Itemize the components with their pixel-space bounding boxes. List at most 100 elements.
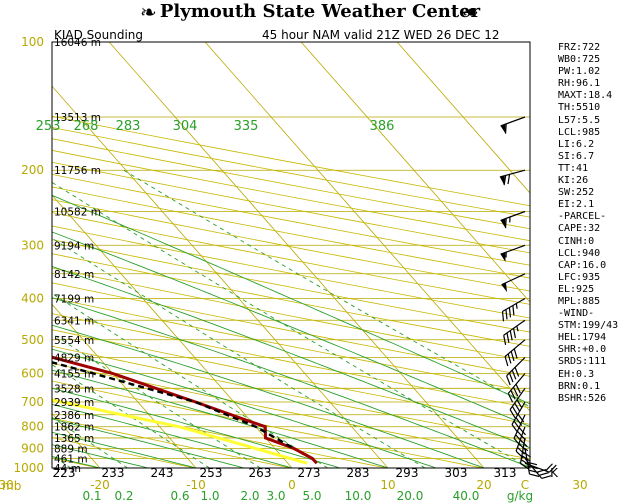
- moist-adiabat-line: [52, 403, 293, 468]
- mixing-ratio-line: [52, 332, 261, 468]
- temperature-tick-label: 30: [572, 478, 587, 492]
- height-label: 889 m: [54, 444, 88, 456]
- wind-barb-full: [512, 387, 519, 397]
- theta-bottom-label: 253: [200, 466, 223, 480]
- wind-barb-full: [506, 332, 510, 343]
- dry-adiabat-line: [52, 225, 530, 319]
- dry-adiabat-line: [52, 149, 530, 242]
- wind-barb-half: [515, 303, 518, 309]
- stat-line: KI:26: [558, 175, 589, 187]
- stat-line: CAPE:32: [558, 223, 601, 235]
- theta-bottom-label: 313: [494, 466, 517, 480]
- temperature-tick-label: -10: [186, 478, 206, 492]
- mixing-ratio-line: [52, 181, 530, 468]
- pressure-tick-label: 900: [21, 442, 44, 456]
- dry-adiabat-line: [52, 345, 530, 442]
- dry-adiabat-line: [52, 282, 530, 377]
- wind-barb-flag: [500, 124, 506, 134]
- mixing-ratio-label: 20.0: [397, 489, 424, 503]
- wind-barb-full: [518, 427, 527, 436]
- pressure-unit-label: mb: [2, 479, 21, 493]
- isotherm-line: [0, 42, 4, 468]
- temperature-line: [52, 355, 318, 465]
- theta-bottom-label: 293: [396, 466, 419, 480]
- theta-bottom-label: 273: [298, 466, 321, 480]
- moist-adiabat-line: [52, 194, 530, 405]
- stat-line: CAP:16.0: [558, 259, 607, 271]
- stat-line: FRZ:722: [558, 42, 601, 53]
- flag-icon: ❧: [140, 0, 157, 24]
- height-label: 13513 m: [54, 112, 101, 124]
- wind-barb-full: [516, 399, 523, 409]
- theta-top-label: 283: [116, 119, 141, 134]
- wind-barb-full: [517, 446, 525, 455]
- wind-barb-full: [501, 311, 505, 322]
- wind-barb: [506, 356, 526, 386]
- dry-adiabat-line: [52, 380, 483, 468]
- station-label: KIAD Sounding: [54, 28, 144, 42]
- moist-adiabat-line: [52, 265, 530, 449]
- stat-line: EH:0.3: [558, 368, 595, 380]
- dry-adiabat-line: [52, 199, 530, 292]
- isotherm-line: [300, 42, 530, 303]
- stats-panel: FRZ:722 WB0:725 PW:1.02 RH:96.1 MAXT:18.4 TH:…: [558, 42, 618, 405]
- temperature-tick-label: -20: [90, 478, 110, 492]
- wind-barb-full: [504, 218, 507, 229]
- mixing-ratio-label: 0.2: [114, 489, 133, 503]
- wind-barb-full: [508, 307, 512, 318]
- wind-barb-half: [509, 216, 511, 223]
- wind-barb-full: [509, 409, 516, 419]
- wind-barb-full: [541, 475, 552, 479]
- stat-line: SRDS:111: [558, 356, 607, 368]
- dry-adiabat-line: [52, 239, 530, 333]
- theta-top-label: 253: [36, 119, 61, 134]
- dry-adiabat-line: [52, 362, 530, 460]
- theta-bottom-label: 243: [151, 466, 174, 480]
- dry-adiabat-line: [52, 329, 530, 425]
- theta-top-label: 335: [234, 119, 259, 134]
- theta-bottom-label: K: [550, 466, 559, 480]
- pressure-tick-label: 100: [21, 35, 44, 49]
- wind-barb-staff: [502, 297, 526, 313]
- pressure-tick-label: 1000: [13, 461, 44, 475]
- wind-barb-staff: [524, 458, 543, 479]
- wind-barb: [500, 244, 526, 262]
- dry-adiabat-line: [52, 115, 530, 207]
- stat-line: SW:252: [558, 187, 595, 199]
- mixing-ratio-line: [52, 237, 426, 468]
- theta-top-label: 268: [74, 119, 99, 134]
- moist-adiabat-line: [52, 418, 245, 468]
- stat-line: LI:6.2: [558, 138, 595, 150]
- height-label: 461 m: [54, 454, 88, 466]
- pressure-tick-label: 600: [21, 366, 44, 380]
- stat-line: SI:6.7: [558, 150, 595, 162]
- stat-line: STM:199/43: [558, 320, 619, 332]
- theta-bottom-label: 303: [445, 466, 468, 480]
- height-label: 6341 m: [54, 315, 94, 327]
- wind-barb-flag: [500, 218, 506, 229]
- isotherm-line: [52, 85, 389, 468]
- height-label: 4155 m: [54, 368, 94, 380]
- header-bar: ❧ Plymouth State Weather Center ❧: [0, 0, 640, 26]
- wind-barb-full: [549, 464, 557, 473]
- wind-barb-full: [508, 372, 514, 383]
- wind-barb-full: [513, 348, 518, 359]
- moist-adiabat-line: [52, 231, 530, 428]
- dry-adiabat-line: [52, 437, 195, 468]
- height-label: 7199 m: [54, 293, 94, 305]
- stat-line: PW:1.02: [558, 66, 601, 78]
- mixing-ratio-label: 10.0: [345, 489, 372, 503]
- wind-barb-staff: [513, 414, 526, 439]
- stat-line: BSHR:526: [558, 392, 607, 404]
- pressure-tick-label: 700: [21, 395, 44, 409]
- stat-line: WB0:725: [558, 54, 601, 66]
- wind-barb: [500, 116, 526, 134]
- mixing-ratio-label: 2.0: [240, 489, 259, 503]
- wind-barb: [504, 339, 526, 367]
- wind-barb-full: [514, 367, 520, 377]
- stat-line: CINH:0: [558, 235, 595, 247]
- wind-barb-full: [538, 472, 549, 476]
- wind-barb-full: [512, 305, 515, 316]
- theta-bottom-label: 233: [102, 466, 125, 480]
- pressure-tick-label: 200: [21, 163, 44, 177]
